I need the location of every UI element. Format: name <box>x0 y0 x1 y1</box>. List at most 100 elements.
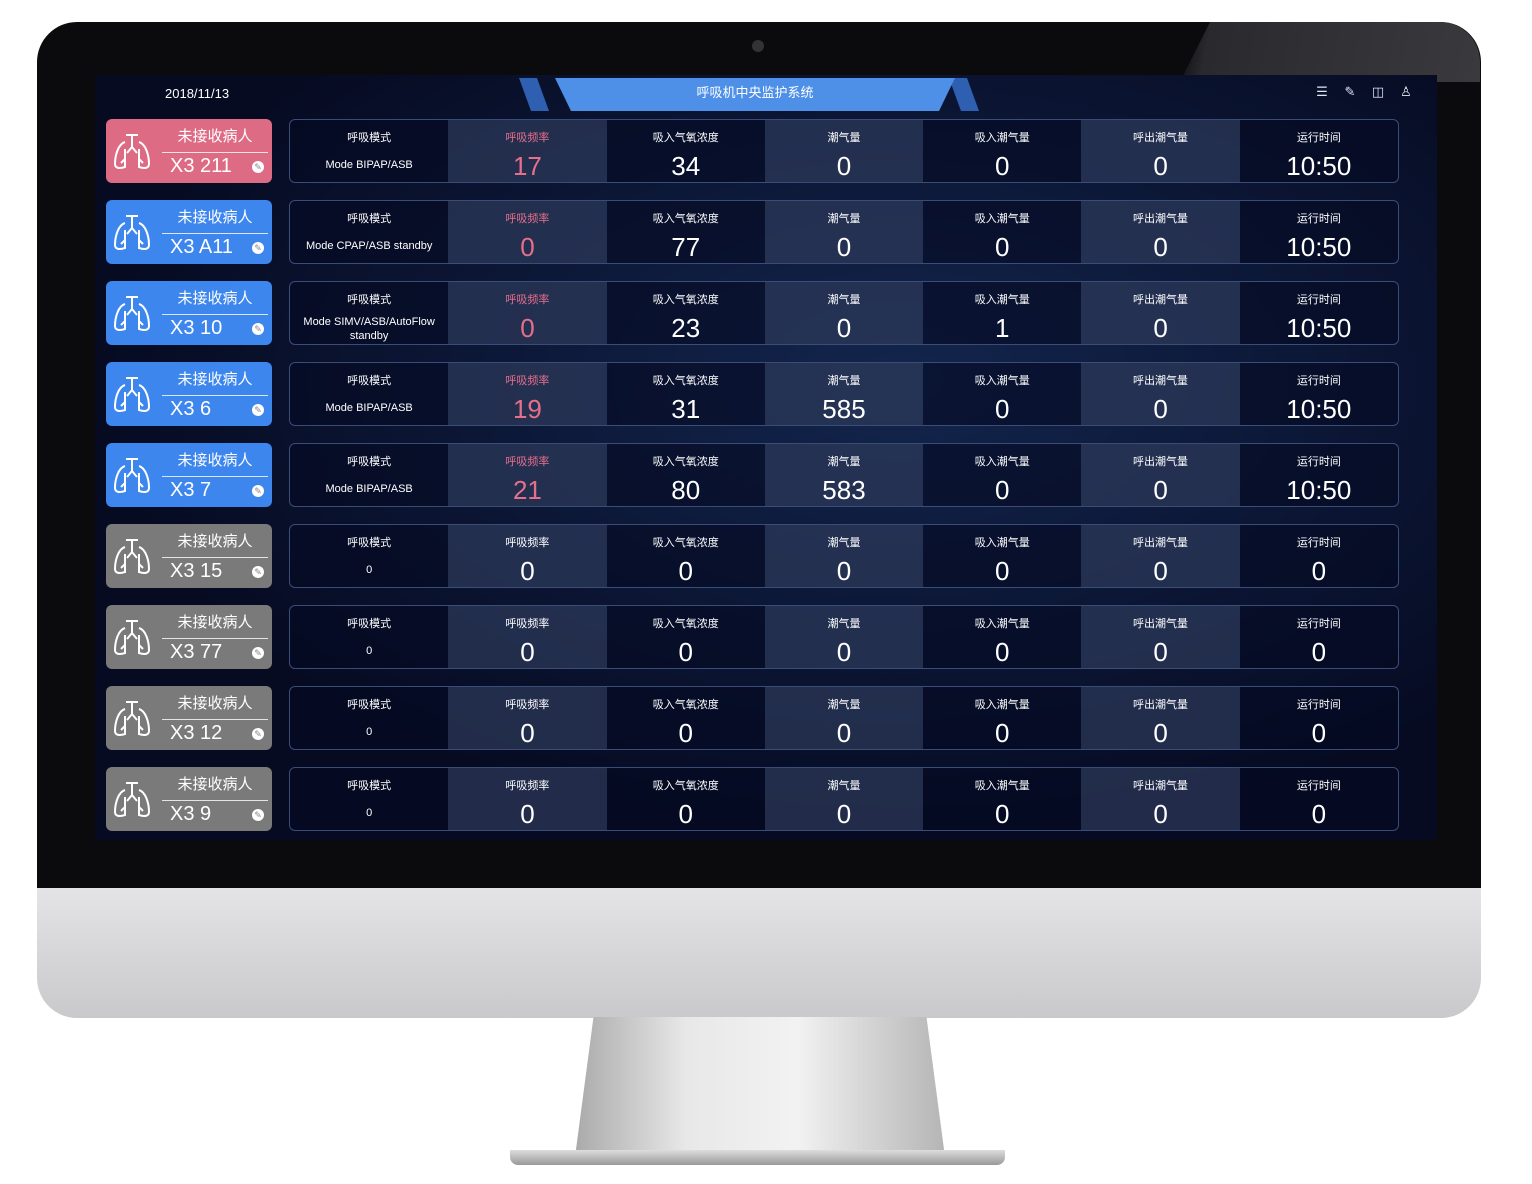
bed-card[interactable]: 未接收病人 X3 10 ✎ <box>106 281 272 345</box>
metric-vti: 吸入潮气量 0 <box>923 768 1081 830</box>
metric-value: 34 <box>671 151 701 181</box>
edit-icon[interactable]: ✎ <box>252 647 264 659</box>
bed-card[interactable]: 未接收病人 X3 9 ✎ <box>106 767 272 831</box>
bed-card[interactable]: 未接收病人 X3 15 ✎ <box>106 524 272 588</box>
edit-icon[interactable]: ✎ <box>252 566 264 578</box>
metric-label: 呼吸频率 <box>505 132 550 144</box>
monitor-foot <box>510 1150 1005 1165</box>
metric-rate: 呼吸频率 0 <box>448 768 607 830</box>
metric-label: 呼吸模式 <box>347 375 392 387</box>
edit-icon[interactable]: ✎ <box>252 485 264 497</box>
metric-label: 吸入潮气量 <box>974 618 1030 630</box>
mode-value: 0 <box>366 564 373 576</box>
metric-label: 吸入气氧浓度 <box>652 537 719 549</box>
ventilator-row[interactable]: 未接收病人 X3 7 ✎ 呼吸模式 Mode BIPAP/ASB 呼吸频率 21… <box>106 443 1399 507</box>
patient-status: 未接收病人 <box>162 287 268 315</box>
metric-value: 10:50 <box>1286 394 1352 424</box>
metric-label: 吸入潮气量 <box>974 456 1030 468</box>
bed-number: X3 7 <box>170 479 212 501</box>
bed-card[interactable]: 未接收病人 X3 77 ✎ <box>106 605 272 669</box>
metric-vti: 吸入潮气量 0 <box>923 120 1081 182</box>
metric-value: 23 <box>671 313 701 343</box>
metric-value: 0 <box>1153 556 1168 586</box>
bed-number: X3 77 <box>170 641 223 663</box>
metric-fio2: 吸入气氧浓度 0 <box>607 687 765 749</box>
bed-card[interactable]: 未接收病人 X3 6 ✎ <box>106 362 272 426</box>
lungs-icon <box>112 294 152 334</box>
metric-runtime: 运行时间 10:50 <box>1240 120 1398 182</box>
metric-vt: 潮气量 0 <box>764 687 924 749</box>
metrics-panel: 呼吸模式 Mode BIPAP/ASB 呼吸频率 21 吸入气氧浓度 80 潮气… <box>289 443 1399 507</box>
metric-runtime: 运行时间 0 <box>1240 687 1398 749</box>
metric-value: 17 <box>512 151 542 181</box>
metric-value: 0 <box>1153 151 1168 181</box>
metric-value: 0 <box>1153 718 1168 748</box>
toolbar: ☰ ✎ ◫ ♙ <box>1315 85 1413 99</box>
metric-value: 0 <box>995 475 1010 505</box>
metric-mode: 呼吸模式 Mode CPAP/ASB standby <box>290 201 448 263</box>
metric-label: 潮气量 <box>827 213 861 225</box>
metric-vt: 潮气量 0 <box>764 606 924 668</box>
ventilator-row[interactable]: 未接收病人 X3 9 ✎ 呼吸模式 0 呼吸频率 0 吸入气氧浓度 0 潮气量 … <box>106 767 1399 831</box>
edit-icon[interactable]: ✎ <box>252 404 264 416</box>
edit-icon[interactable]: ✎ <box>252 323 264 335</box>
ventilator-row[interactable]: 未接收病人 X3 15 ✎ 呼吸模式 0 呼吸频率 0 吸入气氧浓度 0 潮气量… <box>106 524 1399 588</box>
bed-number: X3 12 <box>170 722 223 744</box>
metric-label: 潮气量 <box>827 294 861 306</box>
metric-rate: 呼吸频率 0 <box>448 525 607 587</box>
title-decoration <box>518 78 550 111</box>
metric-label: 潮气量 <box>827 456 861 468</box>
metric-label: 运行时间 <box>1296 213 1341 225</box>
ventilator-row[interactable]: 未接收病人 X3 6 ✎ 呼吸模式 Mode BIPAP/ASB 呼吸频率 19… <box>106 362 1399 426</box>
mode-value: 0 <box>366 726 373 738</box>
metric-rate: 呼吸频率 0 <box>448 687 607 749</box>
ventilator-row[interactable]: 未接收病人 X3 77 ✎ 呼吸模式 0 呼吸频率 0 吸入气氧浓度 0 潮气量… <box>106 605 1399 669</box>
metric-value: 0 <box>520 799 535 829</box>
metric-runtime: 运行时间 0 <box>1240 606 1398 668</box>
ventilator-row[interactable]: 未接收病人 X3 211 ✎ 呼吸模式 Mode BIPAP/ASB 呼吸频率 … <box>106 119 1399 183</box>
bed-card[interactable]: 未接收病人 X3 12 ✎ <box>106 686 272 750</box>
layout-icon[interactable]: ◫ <box>1371 84 1385 99</box>
metric-fio2: 吸入气氧浓度 80 <box>607 444 765 506</box>
monitor-chin <box>37 888 1481 1018</box>
edit-icon[interactable]: ✎ <box>252 161 264 173</box>
metric-fio2: 吸入气氧浓度 0 <box>607 768 765 830</box>
metric-label: 呼吸频率 <box>505 375 550 387</box>
metric-value: 0 <box>1153 637 1168 667</box>
metric-value: 0 <box>520 232 535 262</box>
metric-vt: 潮气量 0 <box>764 282 924 344</box>
metric-label: 运行时间 <box>1296 780 1341 792</box>
metric-label: 呼吸频率 <box>505 213 550 225</box>
user-icon[interactable]: ♙ <box>1400 84 1412 99</box>
metric-label: 潮气量 <box>827 375 861 387</box>
edit-icon[interactable]: ✎ <box>252 809 264 821</box>
metric-label: 吸入气氧浓度 <box>652 294 719 306</box>
metric-label: 呼吸模式 <box>347 780 392 792</box>
metric-rate: 呼吸频率 21 <box>448 444 607 506</box>
metric-value: 0 <box>836 151 852 181</box>
edit-icon[interactable]: ✎ <box>252 728 264 740</box>
lungs-icon <box>112 780 152 820</box>
mode-value: 0 <box>366 807 373 819</box>
bed-card[interactable]: 未接收病人 X3 211 ✎ <box>106 119 272 183</box>
metric-value: 10:50 <box>1286 151 1352 181</box>
metric-fio2: 吸入气氧浓度 77 <box>607 201 765 263</box>
ventilator-row[interactable]: 未接收病人 X3 12 ✎ 呼吸模式 0 呼吸频率 0 吸入气氧浓度 0 潮气量… <box>106 686 1399 750</box>
bed-card[interactable]: 未接收病人 X3 A11 ✎ <box>106 200 272 264</box>
metric-value: 0 <box>836 556 852 586</box>
menu-icon[interactable]: ☰ <box>1316 84 1328 99</box>
metric-label: 呼出潮气量 <box>1133 537 1189 549</box>
metric-label: 运行时间 <box>1296 537 1341 549</box>
bed-card[interactable]: 未接收病人 X3 7 ✎ <box>106 443 272 507</box>
edit-icon[interactable]: ✎ <box>252 242 264 254</box>
metric-mode: 呼吸模式 Mode BIPAP/ASB <box>290 120 448 182</box>
metric-label: 吸入潮气量 <box>974 132 1030 144</box>
edit-icon[interactable]: ✎ <box>1344 84 1356 99</box>
ventilator-row[interactable]: 未接收病人 X3 10 ✎ 呼吸模式 Mode SIMV/ASB/AutoFlo… <box>106 281 1399 345</box>
metric-value: 0 <box>1153 799 1168 829</box>
metric-label: 呼吸频率 <box>505 780 550 792</box>
mode-value: Mode BIPAP/ASB <box>325 402 413 414</box>
ventilator-row[interactable]: 未接收病人 X3 A11 ✎ 呼吸模式 Mode CPAP/ASB standb… <box>106 200 1399 264</box>
metric-value: 0 <box>1311 799 1327 829</box>
metric-value: 0 <box>995 556 1010 586</box>
